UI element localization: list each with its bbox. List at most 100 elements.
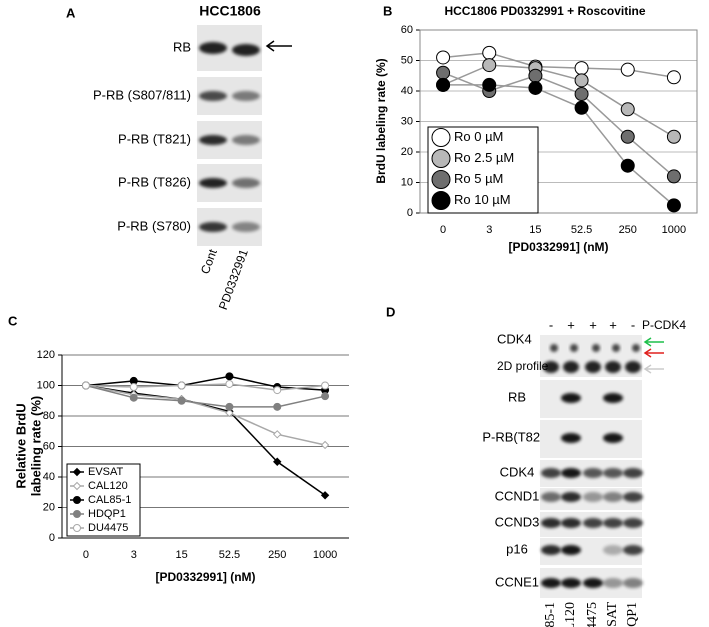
blot-band [541,492,561,502]
blot-row-label: CDK4 [497,331,532,346]
cell-line-label: CAL85-1 [543,602,558,627]
marker [431,191,451,210]
legend-label: HDQP1 [88,508,126,520]
marker [273,430,282,439]
marker [320,491,330,500]
blot-band [232,222,260,232]
x-tick-label: 1000 [313,549,337,561]
cell-line-label: HDQP1 [625,602,640,627]
marker [321,381,330,390]
y-tick-label: 50 [401,54,413,66]
y-tick-label: 120 [37,349,55,361]
blot-spot [632,344,640,352]
blot-band [583,578,603,588]
marker [431,128,451,147]
marker [436,77,451,92]
lane-label: Cont [198,247,220,276]
blot-band [583,492,603,502]
marker [225,372,234,381]
y-axis-label: BrdU labeling rate (%) [374,58,388,183]
blot-spot [625,361,641,373]
panel-letter: A [66,5,76,20]
blot-band [583,518,603,528]
series-line [85,383,326,391]
blot-row-label: p16 [506,541,528,556]
legend-label: DU4475 [88,522,128,534]
x-tick-label: 250 [619,224,637,236]
y-tick-label: 40 [401,85,413,97]
y-tick-label: 40 [43,471,55,483]
blot-band [623,578,643,588]
treatment-mark: + [609,317,617,332]
blot-band [561,468,581,478]
x-axis-label: [PD0332991] (nM) [155,570,255,584]
blot-band [199,222,227,232]
x-tick-label: 15 [529,224,541,236]
chart: C Relative BrdU labeling rate (%) [PD033299… [8,313,349,584]
blot-row-label: CCNE1 [495,574,539,589]
blot-row-label: CCND3 [495,514,540,529]
y-tick-label: 60 [43,440,55,452]
legend-label: EVSAT [88,466,124,478]
series-line [443,52,675,79]
blot-band [232,178,260,188]
x-tick-label: 0 [440,224,446,236]
marker [666,129,681,144]
blot-band [232,135,260,145]
marker [431,170,451,189]
marker [574,87,589,102]
marker [225,408,234,418]
cell-line-label: CAL120 [563,602,578,627]
x-tick-label: 3 [486,224,492,236]
y-tick-label: 100 [37,379,55,391]
blot-band [603,433,623,443]
blot-spot [585,361,601,373]
blot-row-label: CCND1 [495,488,540,503]
blot-box [540,420,642,458]
blot-band [561,492,581,502]
marker [321,392,330,401]
marker [225,402,234,411]
marker [666,169,681,184]
legend-label: Ro 10 µM [454,192,511,207]
blot-box [540,380,642,418]
blot-spot [612,344,620,352]
blot-row-label: RB [173,39,191,54]
y-tick-label: 80 [43,410,55,422]
blot-band [603,393,623,403]
blot-spot [543,361,559,373]
marker [528,80,543,95]
treatment-mark: + [567,317,575,332]
blot-band [623,545,643,555]
blot-band [623,468,643,478]
marker [620,158,635,173]
y-tick-label: 60 [401,24,413,36]
x-tick-label: 52.5 [219,549,240,561]
blot-spot [550,344,558,352]
x-tick-label: 250 [268,549,286,561]
blot-spot [592,344,600,352]
legend-label: CAL85-1 [88,494,131,506]
treatment-mark: + [589,317,597,332]
marker [73,524,81,532]
series-line [443,84,675,206]
y-tick-label: 10 [401,176,413,188]
marker [129,393,138,402]
blot-band [199,91,227,101]
blot-band [199,42,227,54]
marker [528,68,543,83]
x-tick-label: 3 [131,549,137,561]
marker [666,70,681,85]
cell-line-label: EVSAT [605,602,620,627]
panel-a: A HCC1806 RB P-RB (S807/811) P-RB (T821) P-… [66,3,292,312]
marker [73,510,81,518]
arrow [643,364,664,374]
marker [620,102,635,117]
blot-row-label: P-RB (S780) [117,218,191,233]
x-tick-label: 15 [175,549,187,561]
blot-row-label: CDK4 [500,464,535,479]
blot-title: HCC1806 [199,3,261,19]
blot-row-label: P-RB (T826) [118,174,191,189]
